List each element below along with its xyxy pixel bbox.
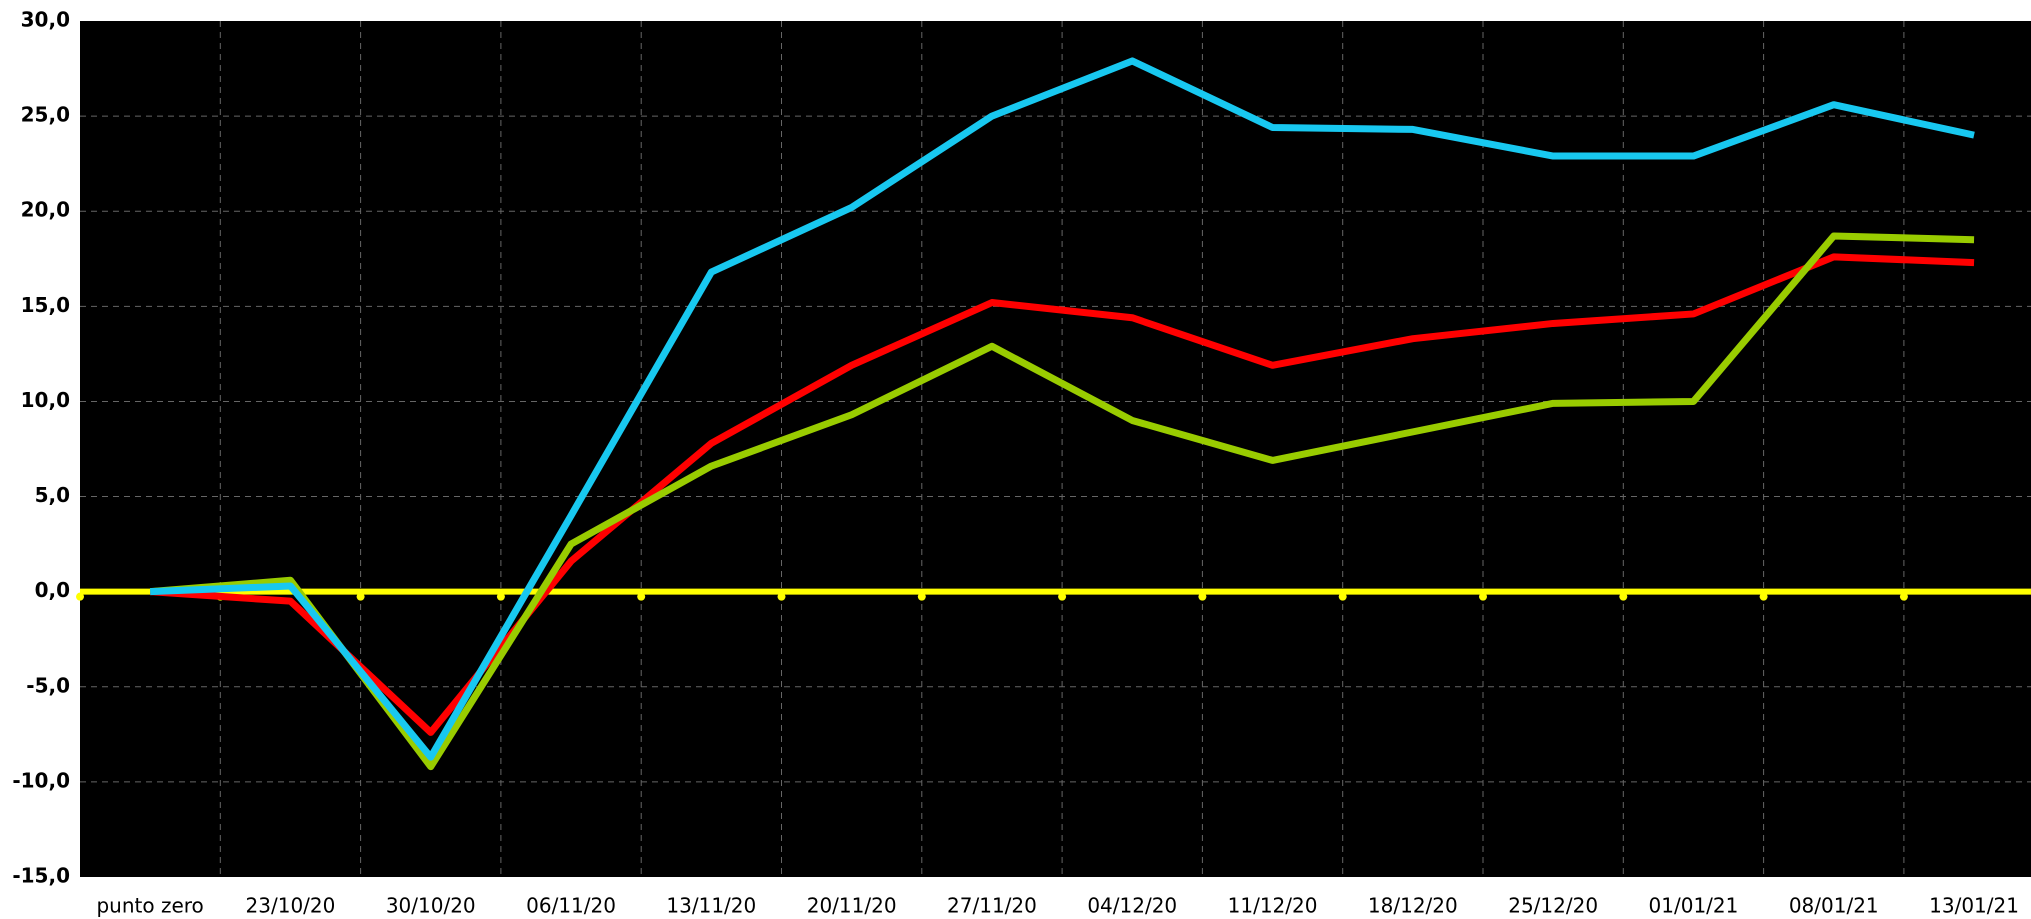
y-tick-label: -10,0: [12, 768, 70, 792]
x-tick-label: 25/12/20: [1508, 894, 1598, 918]
zero-dot: [1198, 592, 1207, 601]
zero-dot: [1619, 592, 1628, 601]
x-tick-label: 13/11/20: [666, 894, 756, 918]
y-tick-label: 20,0: [21, 198, 70, 222]
x-tick-label: 04/12/20: [1087, 894, 1177, 918]
zero-dot: [1759, 592, 1768, 601]
y-tick-label: -5,0: [26, 673, 70, 697]
x-tick-label: 23/10/20: [246, 894, 336, 918]
zero-dot: [917, 592, 926, 601]
x-tick-label: 18/12/20: [1368, 894, 1458, 918]
x-tick-label: 27/11/20: [947, 894, 1037, 918]
zero-dot: [1479, 592, 1487, 601]
y-tick-label: 10,0: [21, 388, 70, 412]
y-tick-label: 25,0: [21, 103, 70, 127]
y-tick-label: 5,0: [35, 483, 70, 507]
x-tick-label: 01/01/21: [1649, 894, 1739, 918]
zero-dot: [1058, 592, 1067, 601]
series-line: [150, 57, 1975, 761]
y-tick-label: 15,0: [21, 293, 70, 317]
zero-dot: [356, 592, 365, 601]
y-tick-label: 30,0: [21, 8, 70, 32]
y-tick-label: -15,0: [12, 864, 70, 888]
x-tick-label: 06/11/20: [526, 894, 616, 918]
x-tick-label: 20/11/20: [807, 894, 897, 918]
plot-area: [80, 21, 2031, 877]
x-tick-label: 11/12/20: [1228, 894, 1318, 918]
y-tick-label: 0,0: [35, 578, 70, 602]
zero-dot: [637, 592, 646, 601]
zero-dot: [777, 592, 786, 601]
x-tick-label: punto zero: [96, 894, 203, 918]
zero-dot: [76, 592, 84, 601]
series-line: [149, 253, 1975, 736]
zero-dot: [496, 592, 505, 601]
x-tick-label: 08/01/21: [1789, 894, 1879, 918]
x-tick-label: 13/01/21: [1929, 894, 2019, 918]
x-tick-label: 30/10/20: [386, 894, 476, 918]
series-line: [149, 232, 1975, 771]
zero-dot: [1338, 592, 1347, 601]
zero-dot: [1899, 592, 1908, 601]
